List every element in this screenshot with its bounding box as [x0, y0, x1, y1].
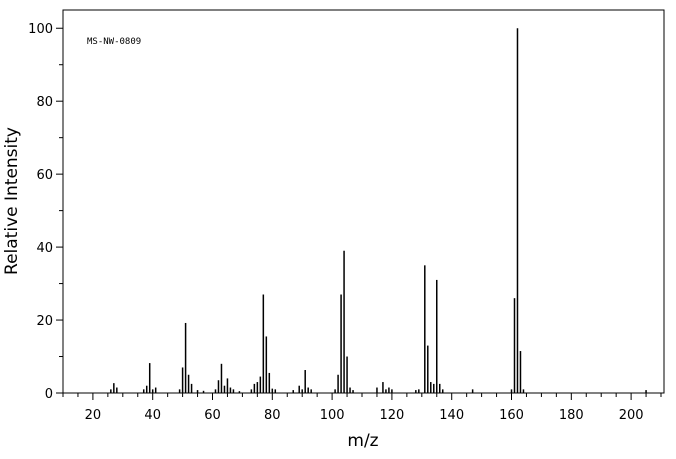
peak [148, 363, 151, 393]
peak [522, 389, 525, 393]
peak [113, 383, 115, 393]
peak [142, 389, 145, 393]
peak [301, 389, 303, 393]
peak [334, 389, 336, 393]
peak [110, 389, 112, 393]
peak [154, 387, 157, 393]
peak [151, 389, 154, 393]
annotation: MS-NW-0809 [87, 37, 141, 47]
y-tick-label: 80 [36, 95, 53, 110]
peak [223, 385, 226, 393]
x-tick-label: 60 [204, 408, 221, 423]
peak [340, 294, 342, 393]
peak [229, 387, 232, 393]
peak [343, 250, 345, 393]
peak [250, 389, 253, 393]
y-tick-label: 100 [28, 22, 53, 37]
peak [438, 383, 441, 393]
peak [181, 367, 184, 393]
peak [184, 322, 187, 393]
peak [441, 389, 444, 393]
x-tick-label: 180 [559, 408, 584, 423]
peak [513, 298, 516, 393]
peak [268, 372, 271, 393]
y-tick-label: 40 [36, 241, 53, 256]
peak [256, 382, 259, 393]
peak [214, 389, 217, 393]
peak [346, 356, 348, 393]
peak [519, 351, 522, 393]
y-tick-label: 20 [36, 314, 53, 329]
peak [388, 387, 390, 393]
peak [196, 390, 199, 393]
peak [385, 389, 387, 393]
x-tick-label: 100 [320, 408, 345, 423]
peak [253, 383, 256, 393]
y-tick-label: 60 [36, 168, 53, 183]
peak [433, 383, 435, 393]
x-tick-label: 80 [264, 408, 281, 423]
peak [510, 389, 513, 393]
peak [298, 385, 300, 393]
peak [274, 389, 277, 393]
peak [265, 336, 268, 393]
y-axis-label: Relative Intensity [2, 127, 22, 275]
peak [424, 265, 426, 393]
peak [382, 382, 384, 393]
x-tick-label: 140 [439, 408, 464, 423]
peak [337, 374, 339, 393]
peak [430, 382, 432, 393]
peak [352, 390, 354, 393]
peak [259, 376, 262, 393]
y-tick-label: 0 [45, 387, 53, 402]
x-axis-label: m/z [347, 431, 378, 451]
x-tick-label: 200 [619, 408, 644, 423]
peak [217, 380, 220, 393]
x-tick-label: 20 [85, 408, 102, 423]
peak [307, 387, 309, 393]
x-tick-label: 40 [144, 408, 161, 423]
peak [391, 389, 393, 393]
x-tick-label: 160 [499, 408, 524, 423]
peak [220, 363, 223, 393]
peak [349, 387, 351, 393]
peak [304, 370, 306, 393]
peak [178, 389, 181, 393]
peak [516, 28, 519, 393]
peak [418, 389, 420, 393]
peak [310, 389, 312, 393]
peak [238, 391, 241, 393]
peak [145, 385, 148, 393]
peak [262, 294, 265, 393]
peak [271, 388, 274, 393]
peak [427, 345, 429, 393]
peak [232, 389, 235, 393]
peak [376, 387, 378, 393]
x-tick-label: 120 [379, 408, 404, 423]
peak [415, 390, 417, 393]
peak [292, 390, 294, 393]
peak [436, 279, 438, 393]
peak [187, 374, 190, 393]
peak [190, 383, 193, 393]
plot-frame [62, 9, 665, 394]
peak [202, 390, 205, 393]
peak [226, 378, 229, 393]
peak [116, 387, 118, 393]
peak [645, 390, 647, 393]
peak [471, 389, 474, 393]
